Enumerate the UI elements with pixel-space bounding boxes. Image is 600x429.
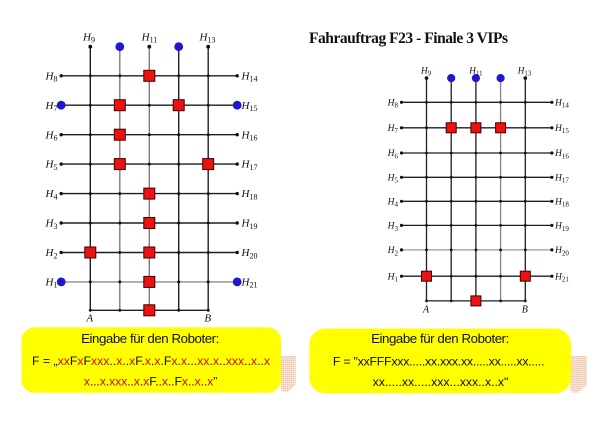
svg-text:H13: H13 bbox=[199, 32, 216, 45]
svg-text:H20: H20 bbox=[241, 247, 258, 260]
svg-text:H8: H8 bbox=[387, 99, 399, 110]
svg-text:H7: H7 bbox=[45, 100, 58, 113]
svg-text:H18: H18 bbox=[241, 188, 258, 201]
svg-text:Eingabe für den Roboter:: Eingabe für den Roboter: bbox=[371, 331, 509, 346]
svg-text:B: B bbox=[204, 313, 211, 325]
svg-text:F = „xxFxFxxx..x..xF.x.x.Fx.x.: F = „xxFxFxxx..x..xF.x.x.Fx.x...xx.x..xx… bbox=[32, 354, 271, 368]
svg-text:H3: H3 bbox=[45, 218, 58, 231]
svg-text:H8: H8 bbox=[45, 70, 58, 83]
svg-text:H11: H11 bbox=[141, 32, 158, 45]
svg-text:H2: H2 bbox=[387, 246, 399, 257]
svg-text:xx.....xx.....xxx...xxx..x..x": xx.....xx.....xxx...xxx..x..x" bbox=[373, 375, 509, 389]
svg-text:H20: H20 bbox=[554, 246, 569, 257]
svg-text:H1: H1 bbox=[45, 277, 58, 290]
svg-text:H7: H7 bbox=[387, 124, 399, 135]
svg-text:H18: H18 bbox=[554, 198, 569, 209]
svg-text:H5: H5 bbox=[45, 159, 58, 172]
svg-text:H4: H4 bbox=[45, 188, 58, 201]
svg-text:H14: H14 bbox=[554, 99, 569, 110]
svg-text:H14: H14 bbox=[241, 70, 258, 83]
svg-text:H5: H5 bbox=[387, 174, 399, 185]
svg-text:H6: H6 bbox=[45, 129, 58, 142]
svg-text:Eingabe für den Roboter:: Eingabe für den Roboter: bbox=[81, 331, 219, 346]
svg-text:A: A bbox=[85, 313, 93, 325]
svg-text:H19: H19 bbox=[554, 222, 569, 233]
svg-text:H21: H21 bbox=[554, 272, 569, 283]
svg-text:H15: H15 bbox=[554, 124, 569, 135]
svg-text:H6: H6 bbox=[387, 149, 399, 160]
svg-text:H17: H17 bbox=[241, 159, 258, 172]
svg-text:H9: H9 bbox=[82, 32, 95, 45]
svg-text:H3: H3 bbox=[387, 222, 399, 233]
svg-text:H2: H2 bbox=[45, 247, 58, 260]
svg-text:H16: H16 bbox=[241, 129, 258, 142]
svg-text:B: B bbox=[522, 305, 528, 316]
svg-text:x...x.xxx..x.xF..x..Fx..x..x”: x...x.xxx..x.xF..x..Fx..x..x” bbox=[84, 375, 217, 389]
svg-text:H17: H17 bbox=[554, 174, 569, 185]
svg-text:A: A bbox=[422, 305, 430, 316]
svg-text:H16: H16 bbox=[554, 149, 569, 160]
svg-text:H19: H19 bbox=[241, 218, 258, 231]
svg-text:Fahrauftrag F23 - Finale 3 VIP: Fahrauftrag F23 - Finale 3 VIPs bbox=[309, 30, 508, 47]
svg-text:H1: H1 bbox=[387, 272, 399, 283]
svg-text:H21: H21 bbox=[241, 277, 258, 290]
svg-text:F = "xxFFFxxx.....xx.xxx.xx...: F = "xxFFFxxx.....xx.xxx.xx.....xx.....x… bbox=[333, 354, 544, 368]
svg-text:H4: H4 bbox=[387, 198, 399, 209]
svg-text:H15: H15 bbox=[241, 100, 258, 113]
svg-text:H9: H9 bbox=[420, 66, 432, 78]
